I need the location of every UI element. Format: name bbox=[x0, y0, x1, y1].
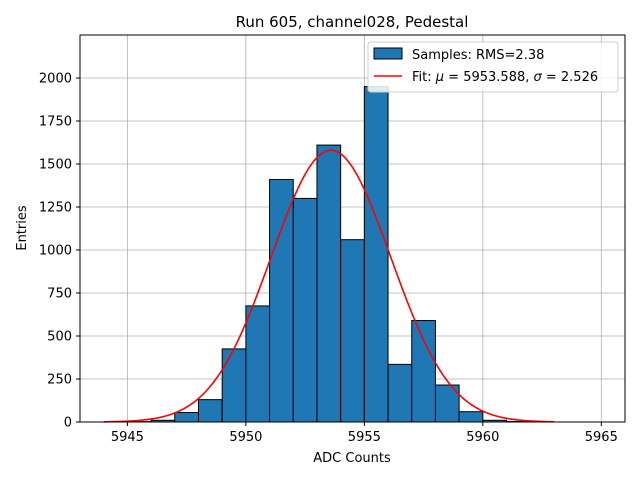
y-tick-label: 1500 bbox=[39, 158, 72, 173]
legend-histogram-swatch bbox=[373, 47, 403, 60]
legend: Samples: RMS=2.38 Fit: μ = 5953.588, σ =… bbox=[367, 41, 619, 93]
histogram-bar bbox=[245, 305, 271, 423]
legend-fit-label: Fit: μ = 5953.588, σ = 2.526 bbox=[412, 70, 598, 85]
histogram-bar bbox=[292, 197, 318, 423]
y-tick-label: 250 bbox=[47, 373, 72, 388]
histogram-bar bbox=[269, 178, 294, 423]
x-axis-label: ADC Counts bbox=[313, 451, 391, 466]
histogram-bar bbox=[316, 144, 342, 423]
histogram-bar bbox=[197, 399, 223, 423]
y-tick-label: 1750 bbox=[39, 115, 72, 130]
legend-fit-mu-symbol: μ bbox=[435, 70, 444, 85]
chart-title: Run 605, channel028, Pedestal bbox=[236, 13, 469, 31]
x-tick-label: 5955 bbox=[348, 430, 381, 445]
y-tick-label: 2000 bbox=[39, 72, 72, 87]
histogram-bar bbox=[387, 363, 413, 423]
legend-box bbox=[367, 41, 619, 93]
fit-curve bbox=[103, 149, 554, 423]
x-tick-label: 5945 bbox=[111, 430, 144, 445]
y-axis-ticks: 0 250 500 750 1000 1250 1500 1750 2000 bbox=[39, 72, 80, 431]
legend-fit-mu-value: = 5953.588, bbox=[444, 70, 533, 85]
y-axis-label: Entries bbox=[15, 205, 30, 251]
histogram-bars bbox=[126, 86, 555, 423]
x-axis-ticks: 5945 5950 5955 5960 5965 bbox=[111, 422, 618, 445]
histogram-bar bbox=[411, 320, 436, 423]
plot-frame bbox=[79, 34, 626, 423]
y-tick-label: 1250 bbox=[39, 201, 72, 216]
x-tick-label: 5965 bbox=[585, 430, 618, 445]
histogram-bar bbox=[221, 348, 247, 423]
y-tick-label: 500 bbox=[47, 330, 72, 345]
legend-histogram-label: Samples: RMS=2.38 bbox=[412, 48, 544, 63]
y-tick-label: 750 bbox=[47, 287, 72, 302]
histogram-bar bbox=[458, 411, 484, 423]
histogram-bar bbox=[340, 239, 365, 423]
x-tick-label: 5960 bbox=[466, 430, 499, 445]
histogram-bar bbox=[174, 412, 199, 423]
legend-fit-prefix: Fit: bbox=[412, 70, 436, 85]
legend-fit-sigma-value: = 2.526 bbox=[542, 70, 598, 85]
x-tick-label: 5950 bbox=[229, 430, 262, 445]
y-tick-label: 1000 bbox=[39, 244, 72, 259]
histogram-bar bbox=[363, 86, 389, 423]
y-tick-label: 0 bbox=[64, 416, 72, 431]
legend-fit-sigma-symbol: σ bbox=[534, 70, 543, 85]
